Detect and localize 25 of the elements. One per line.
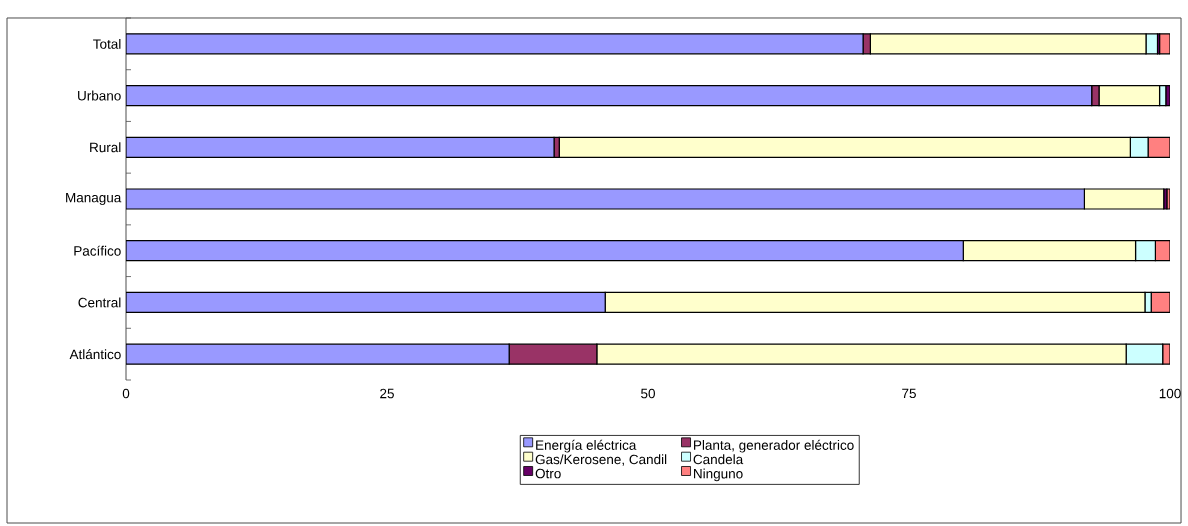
bar [126, 188, 1085, 210]
y-tick-label: Atlántico [69, 349, 121, 360]
y-tick-label: Total [93, 38, 121, 49]
legend-label: Otro [535, 468, 561, 479]
y-tick-label: Urbano [78, 90, 121, 101]
bar [126, 240, 964, 262]
legend-label: Gas/Kerosene, Candil [535, 454, 667, 466]
legend-label: Energía eléctrica [536, 439, 637, 453]
legend-label: Planta, generador eléctrico [694, 439, 854, 453]
x-tick-label: 25 [380, 388, 394, 399]
bar [126, 33, 864, 55]
x-tick-label: 100 [1159, 388, 1181, 399]
bar [126, 136, 555, 158]
y-tick-label: Pacífico [74, 245, 121, 256]
bar [126, 343, 510, 365]
bar [126, 291, 606, 314]
bar [126, 84, 1093, 107]
y-tick-label: Managua [66, 192, 122, 206]
x-tick-label: 50 [641, 388, 655, 399]
legend-label: Ninguno [694, 468, 743, 482]
y-tick-label: Rural [90, 142, 121, 153]
x-tick-label: 75 [902, 388, 916, 399]
y-tick-label: Central [78, 297, 121, 308]
legend-label: Candela [693, 454, 744, 465]
x-tick-label: 0 [122, 388, 130, 399]
